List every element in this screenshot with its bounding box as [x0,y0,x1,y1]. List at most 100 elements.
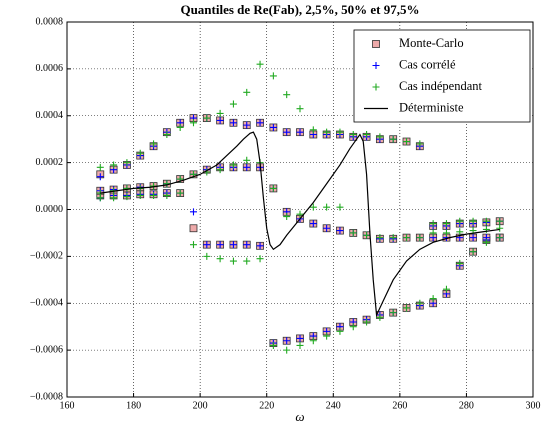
plus-marker [496,234,504,242]
plus-marker [283,213,291,221]
plus-marker [256,242,264,250]
plus-marker [323,203,331,211]
plus-marker [229,119,237,127]
plus-marker [256,60,264,68]
plus-marker [229,161,237,169]
y-tick-label: 0.0006 [36,63,64,74]
plus-marker [296,341,304,349]
plus-marker [283,346,291,354]
x-tick-label: 280 [459,400,474,411]
plus-marker [110,194,118,202]
plus-marker [323,224,331,232]
plus-marker [429,229,437,237]
plus-marker [269,123,277,131]
plus-marker [416,140,424,148]
plus-marker [110,161,118,169]
plus-marker [189,119,197,127]
legend-box [353,29,531,123]
plus-marker [216,166,224,174]
plus-marker [403,304,411,312]
plus-marker [136,149,144,157]
plus-marker [442,220,450,228]
plus-marker [482,238,490,246]
plus-marker [389,309,397,317]
plus-marker [243,156,251,164]
plus-marker [229,100,237,108]
plus-marker [442,285,450,293]
x-tick-label: 160 [60,400,75,411]
y-tick-label: 0.0002 [36,157,64,168]
plus-marker [309,337,317,345]
x-axis-label: ω [295,409,304,424]
x-tick-label: 260 [392,400,407,411]
plus-marker [496,224,504,232]
plus-marker [363,131,371,138]
plus-marker [336,227,344,235]
plus-marker [309,126,317,134]
plus-marker [123,159,131,167]
plus-marker [216,116,224,124]
plus-marker [469,234,477,242]
plus-marker [229,241,237,249]
plus-marker [416,234,424,242]
plus-marker [416,299,424,307]
plus-marker [203,114,211,122]
plus-marker [469,248,477,256]
plus-marker [296,128,304,136]
y-tick-label: 0.0008 [36,16,64,27]
legend-label: Monte-Carlo [399,36,464,50]
plus-marker [372,62,380,69]
y-tick-label: 0.0004 [36,110,64,121]
plus-marker [323,128,331,136]
deterministic-line [100,131,500,318]
plus-marker [376,313,384,321]
plus-marker [296,334,304,342]
plus-marker [150,140,158,148]
plus-marker [309,203,317,211]
plus-marker [372,83,380,91]
plus-marker [496,217,504,225]
legend: Monte-Carlo Cas corrélé Cas indépendant Dét… [353,29,531,123]
plot-marks [96,60,504,354]
plus-marker [336,327,344,335]
plus-marker [349,229,357,237]
x-tick-label: 180 [126,400,141,411]
plus-marker [296,105,304,113]
plus-marker [243,88,251,96]
square-marker [189,224,198,233]
plus-marker [269,72,277,80]
plus-marker [376,234,384,242]
grid: 160 180 200 220 240 260 280 300 −0.0008 −0.0006 −0… [30,16,541,411]
y-tick-label: 0.0000 [36,204,64,215]
plus-marker [243,257,251,265]
plus-marker [283,91,291,99]
plus-marker [323,332,331,340]
plus-marker [256,255,264,263]
plus-marker [363,318,371,326]
plus-marker [176,123,184,131]
plus-marker [216,255,224,263]
plot-frame [66,21,534,398]
plus-marker [336,128,344,136]
plus-marker [216,109,224,117]
x-tick-label: 300 [526,400,541,411]
plus-marker [189,208,197,216]
plus-marker [163,191,171,199]
plus-marker [123,184,131,192]
plus-marker [203,241,211,249]
plus-marker [389,135,397,143]
x-tick-label: 220 [259,400,274,411]
plus-marker [363,231,371,239]
y-tick-label: −0.0002 [30,251,63,262]
plus-marker [243,121,251,129]
y-tick-label: −0.0008 [30,391,63,402]
legend-label: Déterministe [399,100,464,114]
x-tick-label: 200 [193,400,208,411]
chart-title: Quantiles de Re(Fab), 2,5%, 50% et 97,5% [180,2,419,17]
x-tick-label: 240 [326,400,341,411]
plus-marker [229,257,237,265]
plus-marker [269,341,277,349]
plus-marker [243,241,251,249]
plus-marker [216,241,224,249]
plus-marker [96,173,104,181]
